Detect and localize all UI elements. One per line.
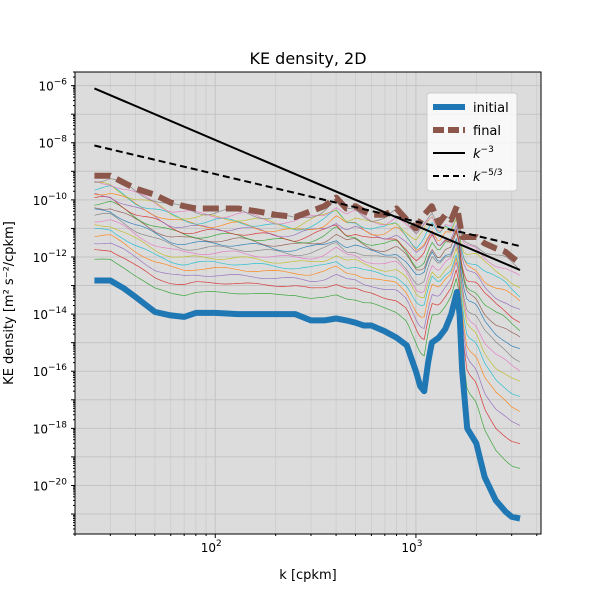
y-tick-label: 10−12	[33, 249, 67, 265]
legend: initial final k−3 k−5/3	[426, 92, 518, 192]
intermediate-spectrum-line	[94, 228, 521, 397]
intermediate-spectrum-line	[94, 212, 521, 363]
intermediate-spectrum-line	[94, 219, 521, 372]
y-tick-label: 10−6	[38, 78, 67, 94]
k-minus-5-3-line	[94, 144, 521, 248]
y-tick-label: 10−14	[33, 306, 68, 322]
intermediate-spectrum-line	[94, 192, 521, 302]
intermediate-spectrum-line	[94, 242, 521, 426]
x-axis-ticks: 102 103	[74, 534, 538, 555]
series-group	[94, 87, 522, 522]
y-tick-label: 10−20	[33, 477, 68, 493]
plot-frame	[74, 71, 542, 535]
y-tick-label: 10−18	[33, 420, 68, 436]
intermediate-spectrum-line	[94, 208, 521, 350]
final-series-line	[94, 172, 522, 266]
initial-series-line	[94, 277, 521, 522]
legend-label: k−5/3	[473, 168, 503, 185]
chart-title: KE density, 2D	[249, 49, 366, 68]
intermediate-spectrum-line	[94, 224, 521, 382]
y-tick-label: 10−16	[33, 363, 68, 379]
intermediate-spectrum-line	[94, 207, 521, 338]
y-axis-ticks: 10−6 10−8 10−10 10−12 10−14 10−16 10−18 10−20	[33, 71, 75, 535]
legend-box	[426, 92, 518, 192]
intermediate-spectra	[94, 178, 521, 469]
intermediate-spectrum-line	[94, 234, 521, 412]
legend-label: initial	[473, 101, 509, 116]
intermediate-spectrum-line	[94, 180, 521, 276]
intermediate-spectrum-line	[94, 185, 521, 298]
y-tick-label: 10−10	[33, 192, 68, 208]
x-tick-label: 103	[401, 539, 422, 555]
intermediate-spectrum-line	[94, 258, 521, 469]
legend-label: k−3	[473, 145, 494, 162]
legend-label: final	[473, 124, 501, 139]
y-axis-label: KE density [m² s⁻²/cpkm]	[2, 221, 17, 385]
x-axis-label: k [cpkm]	[279, 568, 336, 583]
y-tick-label: 10−8	[38, 135, 67, 151]
intermediate-spectrum-line	[94, 249, 521, 445]
x-tick-label: 102	[201, 539, 222, 555]
k-minus-3-line	[94, 87, 521, 271]
